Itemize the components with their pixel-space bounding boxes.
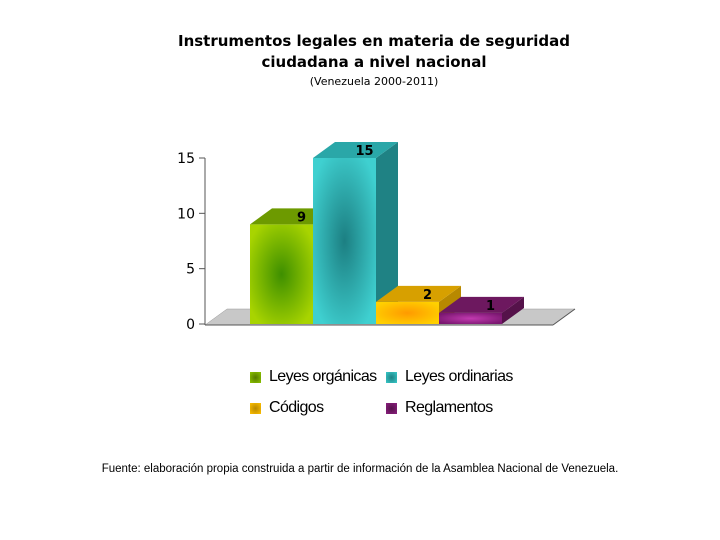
legend-item-leyes-organicas: Leyes orgánicas (250, 368, 377, 386)
legend-swatch-codigos (250, 402, 261, 414)
bar-top (439, 296, 524, 313)
bar-front (313, 158, 376, 324)
legend-item-leyes-ordinarias: Leyes ordinarias (386, 368, 513, 386)
bar-top (313, 142, 398, 158)
data-label: 2 (423, 288, 432, 303)
legend-label: Códigos (269, 399, 324, 416)
y-tick-label: 0 (186, 317, 195, 333)
legend-label: Reglamentos (405, 399, 493, 416)
y-tick-label: 10 (177, 206, 195, 222)
bar-front (250, 224, 313, 324)
bar-front (376, 301, 439, 324)
bar-front (439, 312, 502, 324)
legend-swatch-reglamentos (386, 402, 397, 414)
bar-side (502, 296, 524, 324)
bar-top (376, 285, 461, 302)
legend-item-codigos: Códigos (250, 399, 324, 417)
data-label: 15 (355, 144, 373, 159)
floor-edge (552, 308, 576, 326)
data-label: 9 (297, 210, 306, 225)
legend-label: Leyes orgánicas (269, 368, 377, 385)
chart-title-line-1: Instrumentos legales en materia de segur… (177, 32, 571, 50)
data-label: 1 (486, 299, 495, 314)
bar-3 (439, 296, 524, 324)
bar-1 (313, 142, 398, 324)
legend-swatch-leyes-organicas (250, 371, 261, 383)
legend-swatch-leyes-ordinarias (386, 371, 397, 383)
source-note: Fuente: elaboración propia construida a … (101, 463, 619, 475)
y-tick-label: 5 (186, 262, 195, 278)
legend-item-reglamentos: Reglamentos (386, 399, 493, 417)
y-tick-label: 15 (177, 151, 195, 167)
legend-label: Leyes ordinarias (405, 368, 513, 385)
chart-title-line-2: ciudadana a nivel nacional (261, 53, 487, 71)
chart-subtitle: (Venezuela 2000-2011) (309, 75, 439, 88)
bar-side (376, 142, 398, 324)
